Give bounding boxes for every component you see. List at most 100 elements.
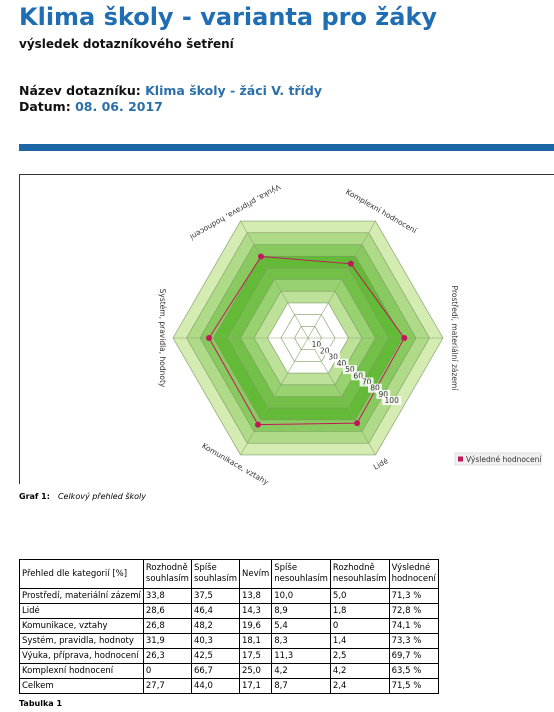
table-cell: 17,1 <box>238 678 273 694</box>
table-cell: 2,5 <box>329 648 390 664</box>
table-cell: Lidé <box>19 603 144 619</box>
radar-tick-label-bg <box>368 383 382 393</box>
radar-tick-label: 20 <box>320 346 330 355</box>
radar-tick-label: 100 <box>385 396 400 405</box>
table-cell: 14,3 <box>238 603 273 619</box>
radar-tick-label-bg <box>334 358 349 368</box>
table-cell: 5,4 <box>271 618 331 634</box>
radar-tick-label-bg <box>309 340 324 350</box>
table-header-cell: Spíše souhlasím <box>190 559 240 589</box>
table-cell: 27,7 <box>142 678 192 694</box>
table-header-cell: Rozhodně nesouhlasím <box>329 559 390 589</box>
page-title: Klima školy - varianta pro žáky <box>19 3 438 31</box>
table-cell: 8,9 <box>271 603 331 619</box>
radar-tick-label: 70 <box>362 378 372 387</box>
table-cell: 11,3 <box>271 648 331 664</box>
table-header-text: Rozhodně <box>145 563 188 573</box>
chart-caption: Graf 1: Celkový přehled školy <box>19 492 146 501</box>
table-header-cell: Výsledné hodnocení <box>388 559 439 589</box>
table-row: Komplexní hodnocení 0 66,7 25,0 4,2 4,2 63,5 % <box>19 663 439 679</box>
radar-data-point <box>206 335 212 341</box>
radar-data-point <box>347 260 354 267</box>
radar-axis-label: Lidé <box>372 456 390 472</box>
table-cell: 26,3 <box>142 648 192 664</box>
table-header-text: Rozhodně <box>332 563 375 573</box>
radar-tick-label-bg <box>376 389 391 399</box>
table-row: Prostředí, materiální zázemí 33,8 37,5 13,8… <box>19 588 439 604</box>
table-header-text: Spíše <box>193 563 217 573</box>
table-cell: 44,0 <box>190 678 240 694</box>
radar-data-point <box>354 420 361 427</box>
table-header-text: Spíše <box>274 563 298 573</box>
radar-tick-label: 10 <box>312 340 322 349</box>
table-caption: Tabulka 1 <box>19 699 63 708</box>
radar-tick-label-bg <box>326 352 341 362</box>
radar-data-point <box>255 421 261 428</box>
radar-spoke <box>240 337 309 456</box>
table-cell: 40,3 <box>190 633 240 649</box>
table-cell: 18,1 <box>238 633 273 649</box>
chart-frame: 10 20 30 40 50 60 70 80 90 100 Komplexní hodnocen… <box>19 174 554 485</box>
legend-label: Výsledné hodnocení <box>466 455 542 464</box>
table-cell: 71,5 % <box>388 678 439 694</box>
table-cell: 13,8 <box>238 588 273 604</box>
table-cell: 2,4 <box>329 678 390 694</box>
survey-name-line: Název dotazníku: Klima školy - žáci V. t… <box>19 83 322 98</box>
table-cell: 10,0 <box>271 588 331 604</box>
survey-name-label: Název dotazníku: <box>19 83 141 98</box>
table-cell: 73,3 % <box>388 633 439 649</box>
table-header-text: Nevím <box>241 568 270 579</box>
table-cell: 4,2 <box>271 663 331 679</box>
survey-name-value: Klima školy - žáci V. třídy <box>145 83 322 98</box>
radar-tick-label: 80 <box>370 384 380 393</box>
table-cell: 31,9 <box>142 633 192 649</box>
table-header-cell: Nevím <box>238 559 273 589</box>
table-header-cell: Rozhodně souhlasím <box>142 559 192 589</box>
table-header-text: souhlasím <box>145 574 189 584</box>
table-header-cell: Spíše nesouhlasím <box>271 559 331 589</box>
table-cell: 63,5 % <box>388 663 439 679</box>
table-cell: 0 <box>329 618 390 634</box>
table-header-text: nesouhlasím <box>332 574 387 584</box>
table-row: Komunikace, vztahy 26,8 48,2 19,6 5,4 0 74,1 % <box>19 618 439 634</box>
table-row: Celkem 27,7 44,0 17,1 8,7 2,4 71,5 % <box>19 678 439 694</box>
chart-caption-text: Celkový přehled školy <box>57 492 146 501</box>
table-cell: Prostředí, materiální zázemí <box>19 588 144 604</box>
radar-spoke <box>240 220 309 339</box>
table-cell: 71,3 % <box>388 588 439 604</box>
table-cell: 5,0 <box>329 588 390 604</box>
table-cell: 69,7 % <box>388 648 439 664</box>
radar-series <box>206 253 408 428</box>
table-cell: 8,7 <box>271 678 331 694</box>
table-row: Lidé 28,6 46,4 14,3 8,9 1,8 72,8 % <box>19 603 439 619</box>
radar-tick-label-bg <box>351 371 366 381</box>
table-cell: 66,7 <box>190 663 240 679</box>
table-header-text: nesouhlasím <box>274 574 328 584</box>
radar-tick-label: 30 <box>328 353 338 362</box>
table-header-row: Přehled dle kategorií [%] Rozhodně souhlas… <box>19 559 439 589</box>
radar-axis-label: Prostředí, materiální zázemí <box>450 286 459 392</box>
table-header-text: Přehled dle kategorií [%] <box>22 568 128 579</box>
table-header-text: souhlasím <box>193 574 237 584</box>
table-cell: 48,2 <box>190 618 240 634</box>
table-cell: 37,5 <box>190 588 240 604</box>
chart-legend: Výsledné hodnocení <box>454 452 542 466</box>
table-cell: Systém, pravidla, hodnoty <box>19 633 144 649</box>
radar-tick-label: 90 <box>379 390 389 399</box>
table-cell: Komplexní hodnocení <box>19 663 144 679</box>
chart-caption-label: Graf 1: <box>19 492 50 501</box>
survey-date-value: 08. 06. 2017 <box>75 99 163 114</box>
table-cell: 19,6 <box>238 618 273 634</box>
table-header-text: hodnocení <box>391 574 436 584</box>
table-cell: 4,2 <box>329 663 390 679</box>
table-header-text: Výsledné <box>391 563 431 573</box>
radar-data-point <box>401 335 408 341</box>
radar-axis-label: Systém, pravidla, hodnoty <box>158 289 167 388</box>
table-cell: 46,4 <box>190 603 240 619</box>
radar-tick-label: 40 <box>337 359 347 368</box>
table-cell: 17,5 <box>238 648 273 664</box>
header-divider <box>19 144 554 151</box>
legend-box <box>454 452 542 466</box>
